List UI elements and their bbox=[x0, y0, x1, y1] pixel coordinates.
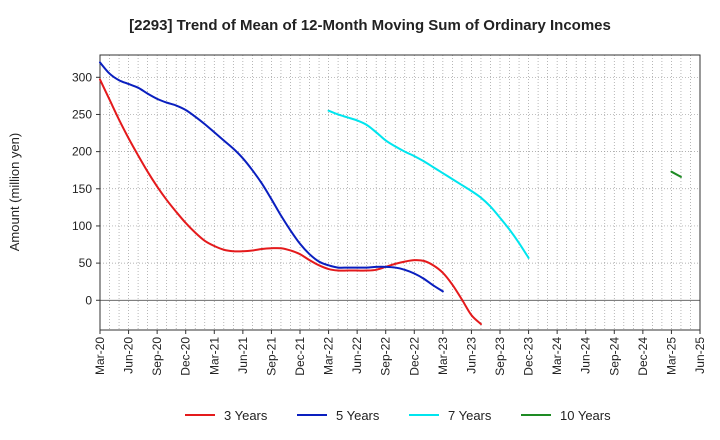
x-tick-label: Jun-24 bbox=[579, 337, 593, 374]
y-tick-label: 150 bbox=[72, 182, 92, 196]
y-axis-label: Amount (million yen) bbox=[7, 133, 22, 252]
x-tick-label: Sep-21 bbox=[264, 337, 278, 376]
x-tick-label: Mar-25 bbox=[664, 337, 678, 375]
x-tick-label: Jun-22 bbox=[350, 337, 364, 374]
series-line-7-years bbox=[327, 109, 530, 259]
x-tick-label: Mar-21 bbox=[207, 337, 221, 375]
y-tick-label: 200 bbox=[72, 145, 92, 159]
y-tick-label: 250 bbox=[72, 107, 92, 121]
x-tick-label: Dec-22 bbox=[407, 337, 421, 376]
x-tick-label: Dec-20 bbox=[179, 337, 193, 376]
legend: 3 Years 5 Years 7 Years 10 Years bbox=[185, 408, 611, 423]
x-tick-label: Dec-24 bbox=[636, 337, 650, 376]
x-tick-label: Mar-23 bbox=[436, 337, 450, 375]
legend-label-10-years: 10 Years bbox=[560, 408, 611, 423]
series-line-5-years bbox=[99, 61, 444, 293]
legend-label-5-years: 5 Years bbox=[336, 408, 380, 423]
y-tick-label: 0 bbox=[85, 293, 92, 307]
tick-layer: 0 50 100 150 200 250 300 Mar-20 Jun-20 Sep-20 Dec-… bbox=[72, 70, 707, 375]
x-tick-label: Mar-24 bbox=[550, 337, 564, 375]
y-tick-label: 300 bbox=[72, 70, 92, 84]
series-line-10-years bbox=[670, 170, 682, 178]
series-line-3-years bbox=[99, 78, 482, 326]
x-tick-label: Dec-23 bbox=[522, 337, 536, 376]
x-tick-label: Jun-20 bbox=[122, 337, 136, 374]
x-tick-label: Mar-20 bbox=[93, 337, 107, 375]
x-tick-label: Jun-23 bbox=[464, 337, 478, 374]
chart-title: [2293] Trend of Mean of 12-Month Moving … bbox=[129, 17, 611, 34]
grid-layer bbox=[100, 55, 700, 330]
x-tick-label: Sep-22 bbox=[379, 337, 393, 376]
x-tick-label: Sep-23 bbox=[493, 337, 507, 376]
x-tick-label: Sep-24 bbox=[607, 337, 621, 376]
y-tick-label: 100 bbox=[72, 219, 92, 233]
x-tick-label: Mar-22 bbox=[322, 337, 336, 375]
y-tick-label: 50 bbox=[79, 256, 93, 270]
x-tick-label: Dec-21 bbox=[293, 337, 307, 376]
legend-label-3-years: 3 Years bbox=[224, 408, 268, 423]
legend-label-7-years: 7 Years bbox=[448, 408, 492, 423]
series-layer bbox=[99, 61, 682, 326]
x-tick-label: Jun-25 bbox=[693, 337, 707, 374]
x-tick-label: Jun-21 bbox=[236, 337, 250, 374]
plot-frame bbox=[99, 54, 701, 331]
x-tick-label: Sep-20 bbox=[150, 337, 164, 376]
